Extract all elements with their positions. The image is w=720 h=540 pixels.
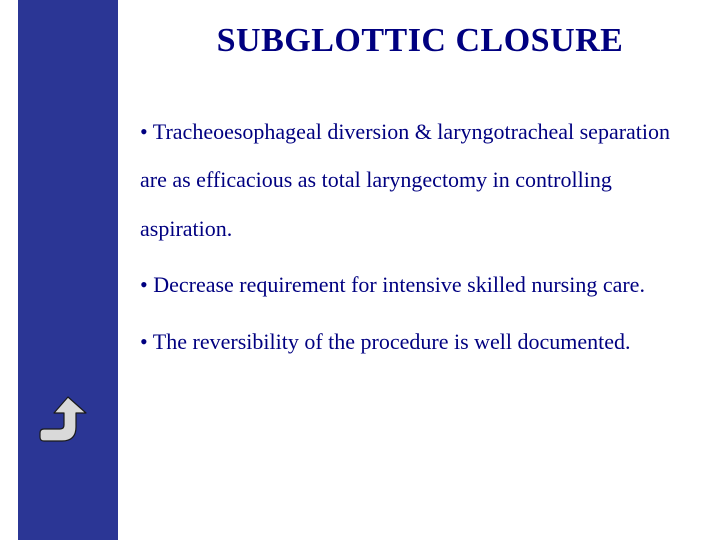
bullet-item: • The reversibility of the procedure is … [140, 318, 700, 366]
return-icon[interactable] [34, 393, 102, 455]
bullet-item: • Tracheoesophageal diversion & laryngot… [140, 108, 700, 253]
bullet-item: • Decrease requirement for intensive ski… [140, 261, 700, 309]
slide-content: SUBGLOTTIC CLOSURE • Tracheoesophageal d… [140, 0, 700, 540]
bullet-list: • Tracheoesophageal diversion & laryngot… [140, 108, 700, 366]
sidebar-band [18, 0, 118, 540]
slide-title: SUBGLOTTIC CLOSURE [140, 22, 700, 60]
